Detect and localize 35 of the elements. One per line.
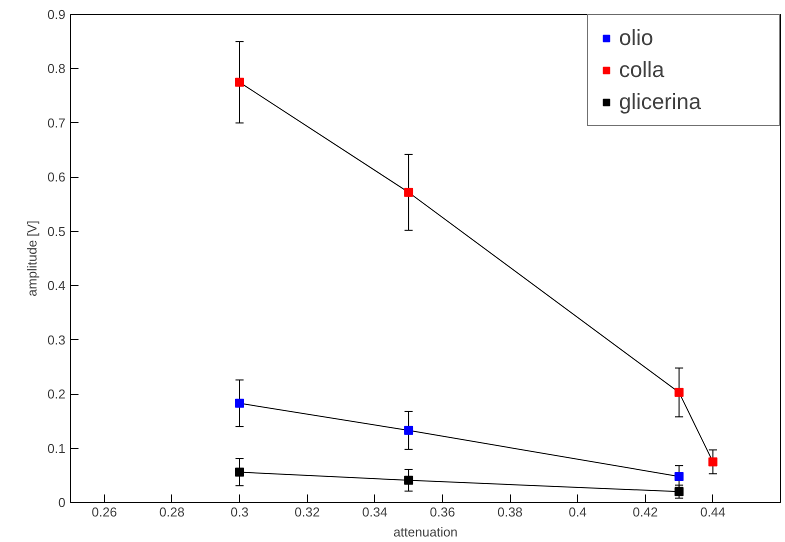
x-tick-label: 0.3 bbox=[230, 504, 249, 520]
legend-label: olio bbox=[619, 25, 654, 51]
y-axis-title: amplitude [V] bbox=[24, 220, 40, 296]
y-tick-label: 0.4 bbox=[47, 278, 66, 294]
x-tick-label: 0.34 bbox=[362, 504, 388, 520]
y-tick-label: 0.6 bbox=[47, 170, 66, 185]
point bbox=[708, 457, 718, 466]
point bbox=[674, 472, 684, 481]
y-tick-label: 0.7 bbox=[47, 115, 66, 130]
y-tick-label: 0.5 bbox=[47, 224, 66, 239]
x-tick-label: 0.4 bbox=[568, 504, 587, 520]
point bbox=[404, 476, 414, 485]
legend-label: glicerina bbox=[619, 89, 702, 115]
point bbox=[674, 487, 684, 496]
point bbox=[235, 398, 244, 408]
point bbox=[235, 468, 244, 477]
x-tick-label: 0.36 bbox=[430, 504, 456, 520]
legend-label: colla bbox=[619, 57, 666, 83]
y-tick-label: 0.1 bbox=[47, 440, 66, 456]
x-tick-label: 0.28 bbox=[159, 504, 185, 520]
point bbox=[235, 78, 244, 87]
y-tick-label: 0.3 bbox=[47, 332, 66, 348]
x-tick-label: 0.26 bbox=[92, 504, 117, 520]
x-tick-label: 0.44 bbox=[700, 504, 726, 520]
y-tick-label: 0.2 bbox=[47, 386, 66, 402]
x-axis-title: attenuation bbox=[393, 524, 458, 540]
y-tick-label: 0.9 bbox=[47, 7, 66, 22]
x-tick-label: 0.42 bbox=[632, 504, 658, 520]
point bbox=[404, 426, 414, 435]
y-tick-label: 0 bbox=[58, 495, 66, 510]
x-tick-label: 0.38 bbox=[497, 504, 523, 520]
point bbox=[404, 188, 414, 197]
y-tick-label: 0.8 bbox=[47, 61, 66, 76]
point bbox=[674, 388, 684, 397]
x-tick-label: 0.32 bbox=[294, 504, 320, 520]
